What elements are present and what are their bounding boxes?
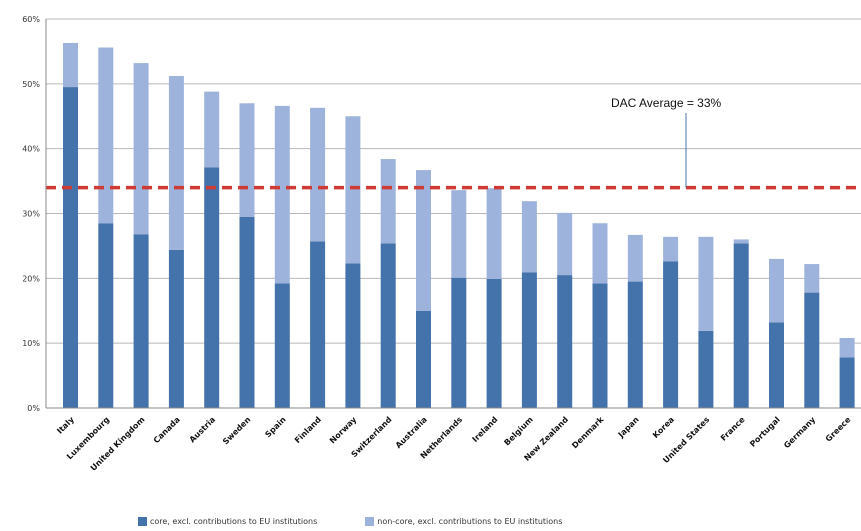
dac-average-annotation: DAC Average = 33% (611, 96, 722, 110)
y-tick-label: 40% (22, 145, 40, 154)
x-tick-label: Finland (293, 415, 323, 445)
y-tick-label: 20% (22, 274, 40, 283)
bar-core (839, 357, 855, 408)
bar-core (486, 278, 502, 408)
bar-non-core (380, 159, 396, 244)
bar-non-core (839, 337, 855, 358)
bar-core (239, 216, 255, 408)
legend-swatch-core (138, 517, 147, 526)
x-tick-label: Korea (651, 415, 676, 440)
x-tick-label: Denmark (570, 415, 606, 451)
y-tick-label: 60% (22, 15, 40, 24)
bar-non-core (345, 116, 361, 264)
bar-core (380, 243, 396, 408)
x-tick-label: Austria (188, 415, 217, 444)
legend: core, excl. contributions to EU institut… (138, 517, 562, 526)
x-tick-label: Japan (616, 415, 641, 440)
bar-non-core (310, 107, 326, 242)
x-tick-label: Sweden (221, 415, 253, 447)
bar-core (133, 234, 149, 408)
legend-item-core: core, excl. contributions to EU institut… (138, 517, 317, 526)
bar-non-core (769, 258, 784, 323)
bar-core (592, 283, 608, 408)
bar-non-core (627, 234, 643, 282)
bar-core (804, 292, 820, 408)
legend-item-non-core: non-core, excl. contributions to EU inst… (365, 517, 562, 526)
bars (63, 42, 855, 408)
bar-non-core (486, 188, 502, 279)
bar-core (663, 261, 679, 408)
bar-non-core (239, 103, 255, 217)
bar-core (557, 275, 573, 408)
bar-core (451, 277, 467, 408)
bar-non-core (698, 236, 714, 331)
bar-core (310, 241, 326, 408)
bar-non-core (592, 223, 608, 284)
y-tick-label: 10% (22, 339, 40, 348)
bar-non-core (733, 239, 749, 244)
x-tick-label: Germany (782, 415, 818, 451)
bar-non-core (274, 105, 290, 284)
y-tick-label: 50% (22, 80, 40, 89)
x-tick-label: Ireland (471, 415, 500, 444)
bar-non-core (416, 170, 431, 311)
bar-core (345, 263, 361, 408)
bar-non-core (133, 63, 149, 235)
bar-core (63, 87, 78, 408)
bar-non-core (663, 236, 679, 262)
bar-core (521, 272, 537, 408)
bar-non-core (63, 42, 78, 88)
bar-non-core (168, 76, 184, 250)
legend-label-core: core, excl. contributions to EU institut… (150, 517, 318, 526)
legend-label-non-core: non-core, excl. contributions to EU inst… (377, 517, 563, 526)
y-axis-ticks: 0% 10% 20% 30% 40% 50% 60% (22, 15, 40, 413)
bar-core (204, 167, 220, 408)
bar-core (733, 243, 749, 408)
bar-core (274, 283, 290, 408)
y-tick-label: 30% (22, 210, 40, 219)
x-tick-label: Spain (263, 415, 287, 439)
bar-non-core (98, 47, 114, 224)
bar-core (416, 310, 431, 408)
bar-non-core (521, 201, 537, 273)
x-tick-label: France (719, 415, 747, 443)
bar-non-core (451, 190, 467, 278)
x-tick-label: Portugal (748, 415, 782, 449)
bar-non-core (557, 212, 573, 276)
bar-non-core (204, 91, 220, 168)
bar-core (168, 249, 184, 408)
legend-swatch-non-core (365, 517, 375, 526)
x-tick-label: Norway (328, 415, 359, 446)
x-tick-label: Italy (55, 414, 76, 435)
x-tick-label: Australia (394, 415, 429, 450)
bar-non-core (804, 264, 820, 293)
bar-core (769, 322, 784, 408)
bar-core (627, 281, 643, 408)
x-tick-label: Belgium (502, 415, 534, 447)
bar-core (98, 223, 114, 408)
bar-core (698, 330, 714, 408)
x-tick-label: Canada (152, 415, 182, 445)
x-tick-label: Greece (824, 415, 853, 444)
y-tick-label: 0% (27, 404, 40, 413)
